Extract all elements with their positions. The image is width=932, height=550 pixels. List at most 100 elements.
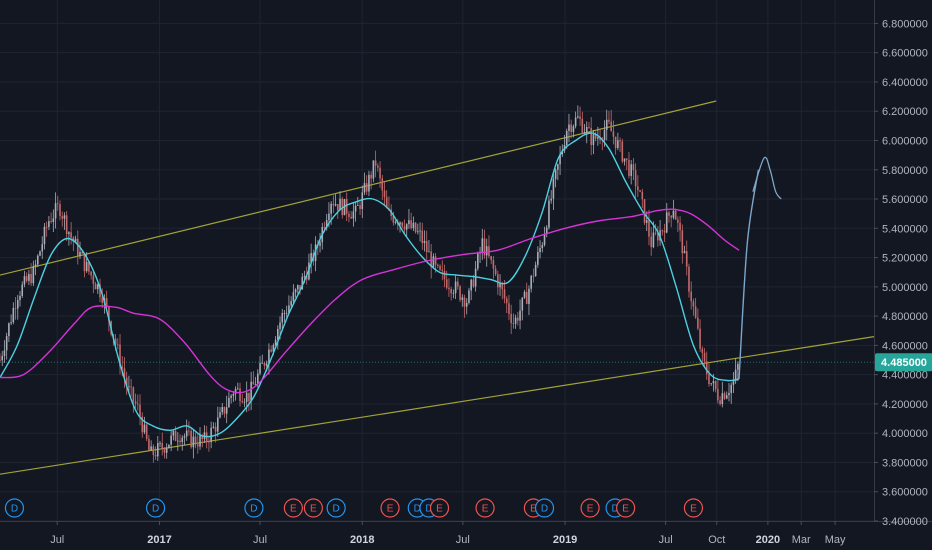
earnings-marker[interactable]: E [283, 498, 303, 518]
price-bar-body [350, 216, 352, 219]
price-bar-body [583, 132, 586, 133]
price-bar-body [639, 190, 641, 192]
earnings-marker[interactable]: E [303, 498, 323, 518]
price-bar-body [237, 388, 239, 390]
price-bar-body [234, 388, 237, 394]
event-marker-label: E [436, 504, 443, 515]
earnings-marker[interactable]: E [429, 498, 450, 518]
hand-drawn-projection[interactable] [738, 156, 782, 380]
price-bar-body [530, 275, 532, 289]
y-tick-label: 3.600000 [882, 487, 928, 499]
moving-average-lines [0, 132, 740, 438]
price-bar-body [554, 169, 557, 180]
price-bar-body [277, 328, 279, 340]
event-marker-label: E [530, 504, 537, 515]
price-bar-body [543, 234, 546, 245]
price-bar-body [692, 301, 695, 307]
price-bar-body [194, 436, 197, 445]
earnings-marker[interactable]: E [380, 498, 400, 518]
price-bar-body [490, 256, 492, 261]
dividend-marker[interactable]: D [145, 498, 166, 518]
price-bar-body [510, 313, 512, 324]
price-bar-body [185, 430, 188, 437]
earnings-marker[interactable]: E [475, 498, 495, 518]
price-bar-body [617, 140, 619, 148]
price-axis[interactable]: 6.800000 6.600000 6.400000 6.200000 6.000000… [874, 18, 928, 528]
price-bar-body [701, 348, 704, 353]
price-bar-body [517, 317, 519, 321]
event-marker-label: E [622, 504, 629, 515]
price-bar-body [254, 384, 257, 385]
price-bar-body [699, 328, 701, 349]
price-bar-body [139, 404, 141, 417]
price-bar-body [170, 435, 172, 445]
dividend-marker[interactable]: D [326, 498, 346, 518]
price-bar-body [72, 237, 75, 242]
price-bar-body [579, 116, 581, 119]
dividend-marker[interactable]: D [244, 498, 264, 518]
trendlines[interactable] [0, 100, 875, 475]
price-bar-body [25, 276, 28, 281]
price-bar-body [725, 395, 728, 399]
price-bar-body [508, 303, 510, 314]
price-bar-body [557, 164, 559, 170]
moving-average-line [0, 132, 740, 438]
price-bar-body [297, 285, 299, 290]
price-bar-body [265, 363, 268, 366]
price-bar-body [379, 167, 381, 179]
price-bar-body [241, 401, 244, 403]
y-tick-label: 4.000000 [882, 428, 928, 440]
price-bar-body [352, 211, 355, 219]
x-tick-label: May [825, 534, 846, 546]
price-bar-body [68, 232, 70, 235]
price-bar-body [99, 284, 101, 298]
price-bar-body [261, 362, 264, 364]
price-bar-body [96, 284, 99, 290]
time-axis[interactable]: Jul 2017 Jul 2018 Jul 2019 Jul Oct 2020 Mar May [50, 521, 846, 546]
price-bar-body [339, 198, 341, 211]
earnings-marker[interactable]: E [616, 498, 636, 518]
earnings-marker[interactable]: E [683, 498, 704, 518]
price-bar-body [499, 283, 501, 288]
price-bar-body [168, 444, 170, 448]
price-bar-body [512, 323, 515, 324]
price-bar-body [565, 130, 568, 146]
price-bar-body [279, 322, 281, 329]
price-bar-body [730, 384, 733, 393]
price-bar-body [116, 344, 119, 346]
price-bar-body [81, 251, 84, 254]
x-tick-label: 2017 [147, 534, 171, 546]
price-bar-body [108, 306, 110, 322]
earnings-marker[interactable]: E [580, 498, 600, 518]
projection-curve [738, 169, 760, 380]
price-bar-body [45, 226, 48, 228]
price-bar-body [461, 297, 464, 300]
price-bar-body [728, 392, 730, 396]
price-bar-body [670, 215, 672, 218]
price-bar-body [645, 220, 648, 223]
price-bar-body [483, 238, 486, 256]
price-bar-body [305, 275, 308, 280]
price-bar-body [441, 269, 444, 271]
price-bar-body [145, 424, 148, 439]
event-marker-label: D [152, 504, 159, 515]
price-bar-body [21, 284, 24, 296]
price-bar-body [614, 136, 617, 148]
price-bar-body [465, 302, 468, 307]
price-bar-body [230, 395, 232, 398]
price-bar-body [8, 323, 10, 337]
price-bar-body [39, 251, 41, 256]
y-tick-label: 6.800000 [882, 18, 928, 30]
dividend-marker[interactable]: D [4, 498, 25, 518]
price-bar-body [354, 205, 357, 212]
y-tick-label: 6.400000 [882, 77, 928, 89]
price-bar-body [299, 285, 301, 290]
price-bar-body [259, 363, 261, 374]
event-marker-label: E [482, 504, 489, 515]
price-bar-body [310, 253, 312, 263]
price-bar-body [245, 392, 248, 402]
price-bar-body [690, 291, 692, 302]
dividend-marker[interactable]: D [534, 498, 555, 518]
